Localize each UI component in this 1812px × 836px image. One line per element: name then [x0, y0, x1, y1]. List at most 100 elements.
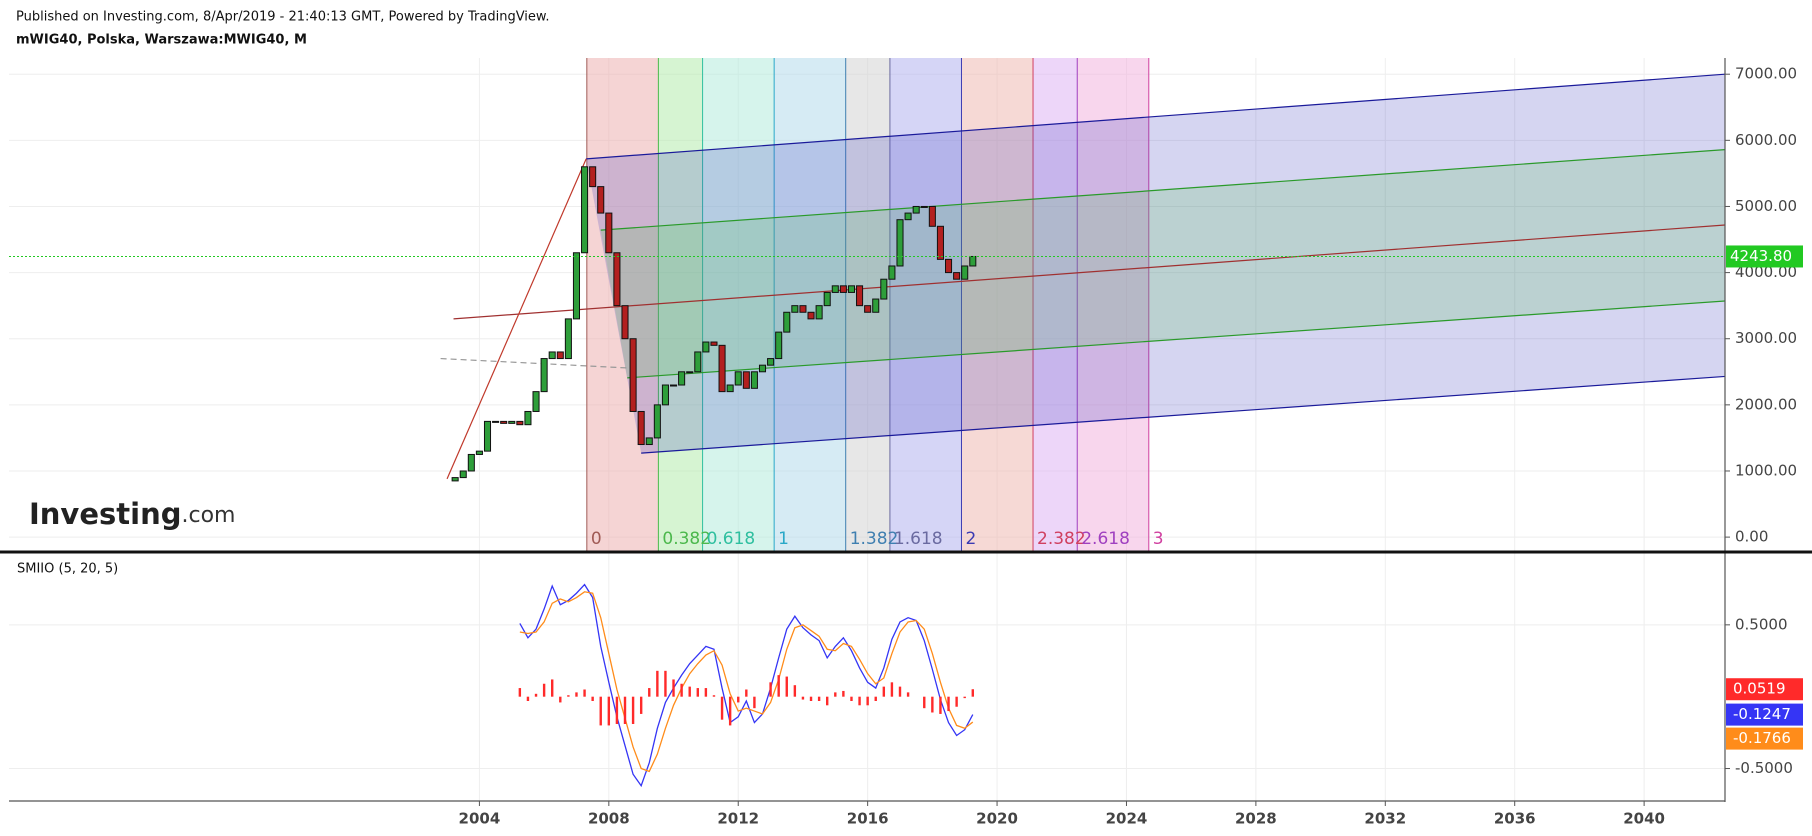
last-value-box	[1726, 703, 1803, 726]
candle	[694, 351, 702, 373]
candle	[475, 450, 483, 455]
histogram-bar	[882, 686, 886, 697]
candle	[912, 205, 920, 214]
candle	[896, 219, 904, 267]
indicator-line	[519, 583, 974, 788]
candle	[872, 298, 880, 313]
x-tick-label: 2012	[717, 810, 759, 828]
x-tick-label: 2008	[588, 810, 630, 828]
indicator-title: SMIIO (5, 20, 5)	[17, 562, 118, 577]
candle	[653, 404, 661, 439]
candle	[540, 358, 548, 393]
fib-label: 1	[778, 529, 789, 549]
trend-line	[627, 300, 1725, 379]
x-tick-label: 2040	[1623, 810, 1665, 828]
candle	[710, 341, 718, 346]
histogram-bar	[672, 679, 675, 697]
candle	[613, 252, 621, 307]
fib-label: 2	[965, 529, 976, 549]
logo-suffix: .com	[181, 503, 235, 528]
histogram-bar	[542, 683, 546, 697]
candle	[589, 166, 597, 188]
histogram-bar	[639, 696, 643, 714]
candle	[581, 166, 589, 254]
chart-title: mWIG40, Polska, Warszawa:MWIG40, M	[16, 33, 307, 48]
candle	[928, 205, 936, 227]
y-tick-label: 0.5000	[1735, 615, 1788, 633]
trend-line	[641, 375, 1725, 454]
trend-line	[446, 158, 587, 480]
histogram-bar	[559, 696, 562, 703]
histogram-bar	[712, 695, 716, 697]
fib-zone	[1033, 58, 1078, 551]
histogram-bar	[696, 688, 699, 697]
candle	[791, 305, 799, 313]
fib-zone	[702, 58, 775, 551]
pitchfork-fill	[586, 74, 1725, 454]
histogram-bar	[534, 693, 538, 697]
histogram-bar	[874, 696, 877, 701]
candle	[961, 265, 969, 280]
candle	[783, 311, 791, 333]
histogram-bar	[866, 696, 869, 706]
candle	[847, 285, 856, 293]
fib-label: 3	[1153, 529, 1164, 549]
histogram-bar	[906, 692, 910, 697]
last-price-label: 4243.80	[1730, 247, 1792, 265]
fib-zone	[961, 58, 1034, 551]
x-tick-label: 2020	[976, 810, 1018, 828]
y-tick-label: 5000.00	[1735, 197, 1797, 215]
fib-label: 0.618	[707, 529, 756, 549]
histogram-bar	[648, 688, 651, 697]
histogram-bar	[793, 685, 797, 697]
price-pane	[9, 58, 1725, 551]
candle	[904, 212, 912, 221]
histogram-bar	[607, 696, 611, 726]
candle	[969, 255, 977, 267]
candle	[920, 205, 928, 208]
candle	[459, 470, 467, 479]
y-tick-label: 3000.00	[1735, 329, 1797, 347]
fib-label: 1.618	[894, 529, 943, 549]
histogram-bar	[526, 696, 530, 701]
y-tick-label: -0.5000	[1735, 759, 1793, 777]
histogram-bar	[842, 690, 845, 697]
x-tick-label: 2024	[1106, 810, 1148, 828]
candle	[556, 351, 564, 360]
histogram-bar	[971, 689, 974, 697]
histogram-bar	[575, 692, 578, 697]
last-value-label: 0.0519	[1733, 680, 1786, 698]
histogram-bar	[623, 696, 627, 724]
candle	[669, 384, 678, 387]
x-tick-label: 2028	[1235, 810, 1277, 828]
histogram-bar	[664, 670, 667, 697]
candle	[451, 477, 459, 482]
histogram-bar	[809, 696, 813, 701]
fib-zone	[1077, 58, 1149, 551]
x-tick-label: 2032	[1364, 810, 1406, 828]
candle	[718, 344, 726, 393]
histogram-bar	[826, 696, 829, 706]
histogram-bar	[753, 696, 756, 709]
candle	[645, 437, 653, 446]
histogram-bar	[898, 686, 902, 697]
candle	[524, 410, 532, 426]
candle	[500, 420, 508, 424]
candle	[492, 420, 500, 423]
candle	[726, 384, 734, 393]
last-price-box	[1726, 245, 1803, 268]
candle	[532, 391, 540, 412]
x-tick-label: 2004	[459, 810, 501, 828]
last-value-box	[1726, 727, 1803, 750]
histogram-bar	[720, 696, 724, 720]
fib-zone	[658, 58, 703, 551]
histogram-bar	[890, 682, 894, 697]
last-value-box	[1726, 678, 1803, 701]
histogram-bar	[583, 689, 586, 697]
y-tick-label: 7000.00	[1735, 65, 1797, 83]
histogram-bar	[591, 696, 594, 701]
last-value-label: -0.1247	[1733, 705, 1791, 723]
candle	[572, 252, 581, 320]
labels: 2004 2008 2012 2016 2020 2024 2028 2032 2036 2040…	[459, 65, 1803, 828]
histogram-bar	[777, 675, 780, 697]
